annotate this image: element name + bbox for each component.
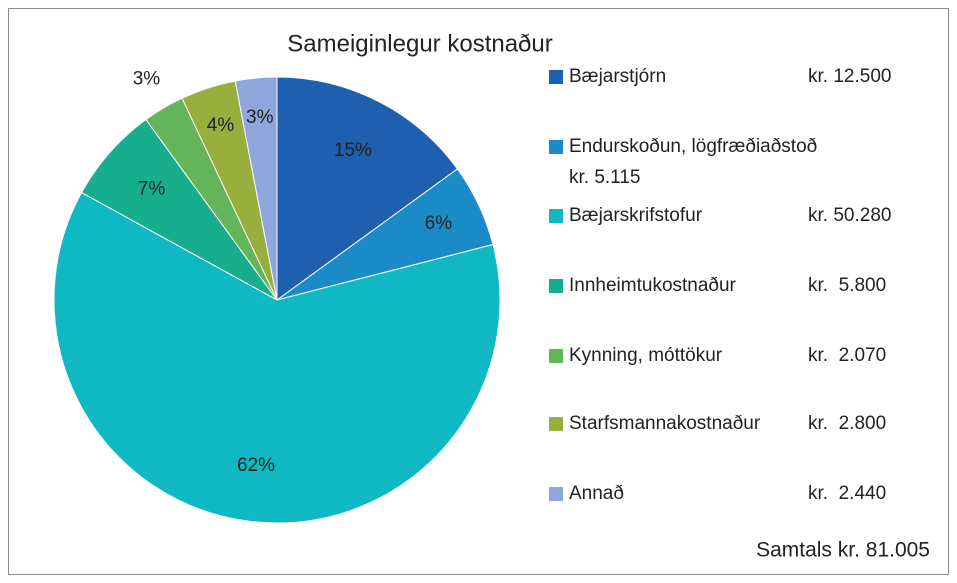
slice-label: 62% [237, 455, 275, 476]
slice-label: 15% [334, 140, 372, 161]
pie-slice [53, 191, 501, 524]
legend-swatch [549, 349, 563, 363]
total-label: Samtals kr. 81.005 [756, 539, 930, 562]
legend-label: Kynning, móttökur [569, 345, 723, 366]
legend-amount: kr. 2.070 [808, 345, 886, 366]
legend-swatch [549, 279, 563, 293]
legend-label: Bæjarstjórn [569, 66, 666, 87]
legend-swatch [549, 140, 563, 154]
legend-swatch [549, 209, 563, 223]
pie-slice [234, 76, 278, 301]
legend-label: Endurskoðun, lögfræðiaðstoð [569, 136, 817, 157]
legend-label: Bæjarskrifstofur [569, 205, 703, 226]
legend-amount: kr. 5.115 [569, 167, 640, 188]
legend-amount: kr. 50.280 [808, 205, 891, 226]
legend-swatch [549, 417, 563, 431]
legend-amount: kr. 2.440 [808, 483, 886, 504]
slice-label: 3% [246, 107, 274, 128]
legend-amount: kr. 12.500 [808, 66, 891, 87]
chart-title: Sameiginlegur kostnaður [287, 30, 553, 57]
slice-label: 4% [207, 115, 235, 136]
legend-label: Innheimtukostnaður [569, 275, 737, 296]
slice-label: 7% [138, 178, 166, 199]
legend-amount: kr. 5.800 [808, 275, 886, 296]
slice-label: 3% [133, 68, 161, 89]
pie-slice [276, 76, 459, 301]
legend-label: Starfsmannakostnaður [569, 413, 761, 434]
legend-swatch [549, 70, 563, 84]
legend-label: Annað [569, 483, 624, 504]
legend-amount: kr. 2.800 [808, 413, 886, 434]
legend-swatch [549, 487, 563, 501]
slice-label: 6% [425, 213, 453, 234]
